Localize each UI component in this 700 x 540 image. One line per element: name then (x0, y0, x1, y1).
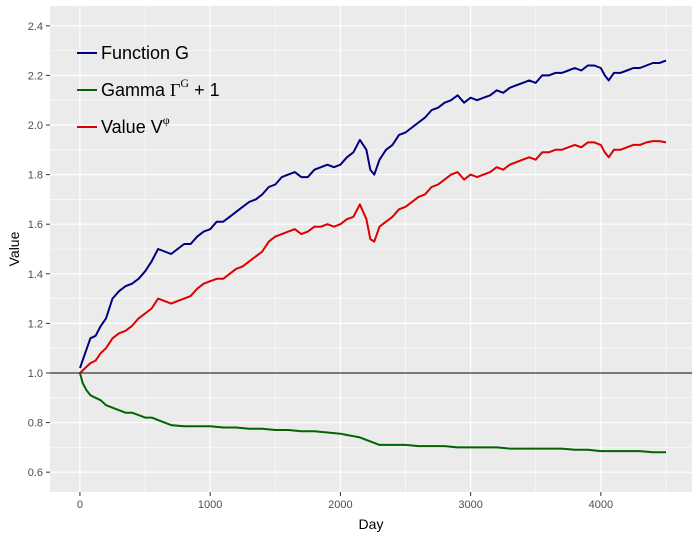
x-tick-label: 2000 (328, 499, 352, 511)
y-tick-label: 2.0 (28, 120, 43, 132)
legend-label-main: Value V (101, 117, 163, 137)
series-layer (79, 59, 667, 454)
y-axis-title: Value (6, 231, 22, 266)
legend-label-1: Gamma ΓG + 1 (101, 76, 220, 100)
y-tick-label: 0.6 (28, 467, 43, 479)
legend-label-sup: G (180, 76, 189, 90)
y-tick-label: 1.4 (28, 269, 43, 281)
y-tick-label: 1.6 (28, 219, 43, 231)
x-tick-label: 1000 (198, 499, 222, 511)
series-line-2 (79, 140, 667, 374)
y-tick-label: 0.8 (28, 418, 43, 430)
legend-label-main: Gamma (101, 80, 170, 100)
y-tick-label: 1.2 (28, 318, 43, 330)
legend-gamma-symbol: Γ (170, 80, 180, 100)
y-axis: 0.6 0.8 1.0 1.2 1.4 1.6 1.8 2.0 2.2 2.4 (28, 21, 50, 479)
x-tick-label: 0 (77, 499, 83, 511)
grid-major (50, 6, 692, 492)
x-tick-label: 4000 (589, 499, 613, 511)
legend-label-main: Function G (101, 43, 189, 63)
x-axis: 0 1000 2000 3000 4000 (77, 492, 613, 511)
legend-label-sup: φ (163, 113, 170, 127)
x-tick-label: 3000 (458, 499, 482, 511)
grid-minor (50, 6, 692, 492)
x-axis-title: Day (359, 516, 384, 532)
series-line-1 (79, 372, 666, 454)
y-tick-label: 1.8 (28, 170, 43, 182)
legend-label-0: Function G (101, 43, 189, 63)
legend-label-2: Value Vφ (101, 113, 170, 137)
y-tick-label: 2.4 (28, 21, 43, 33)
series-line-0 (79, 59, 667, 369)
legend-label-tail: + 1 (189, 80, 220, 100)
legend: Function G Gamma ΓG + 1 Value Vφ (77, 43, 220, 137)
y-tick-label: 1.0 (28, 368, 43, 380)
y-tick-label: 2.2 (28, 70, 43, 82)
